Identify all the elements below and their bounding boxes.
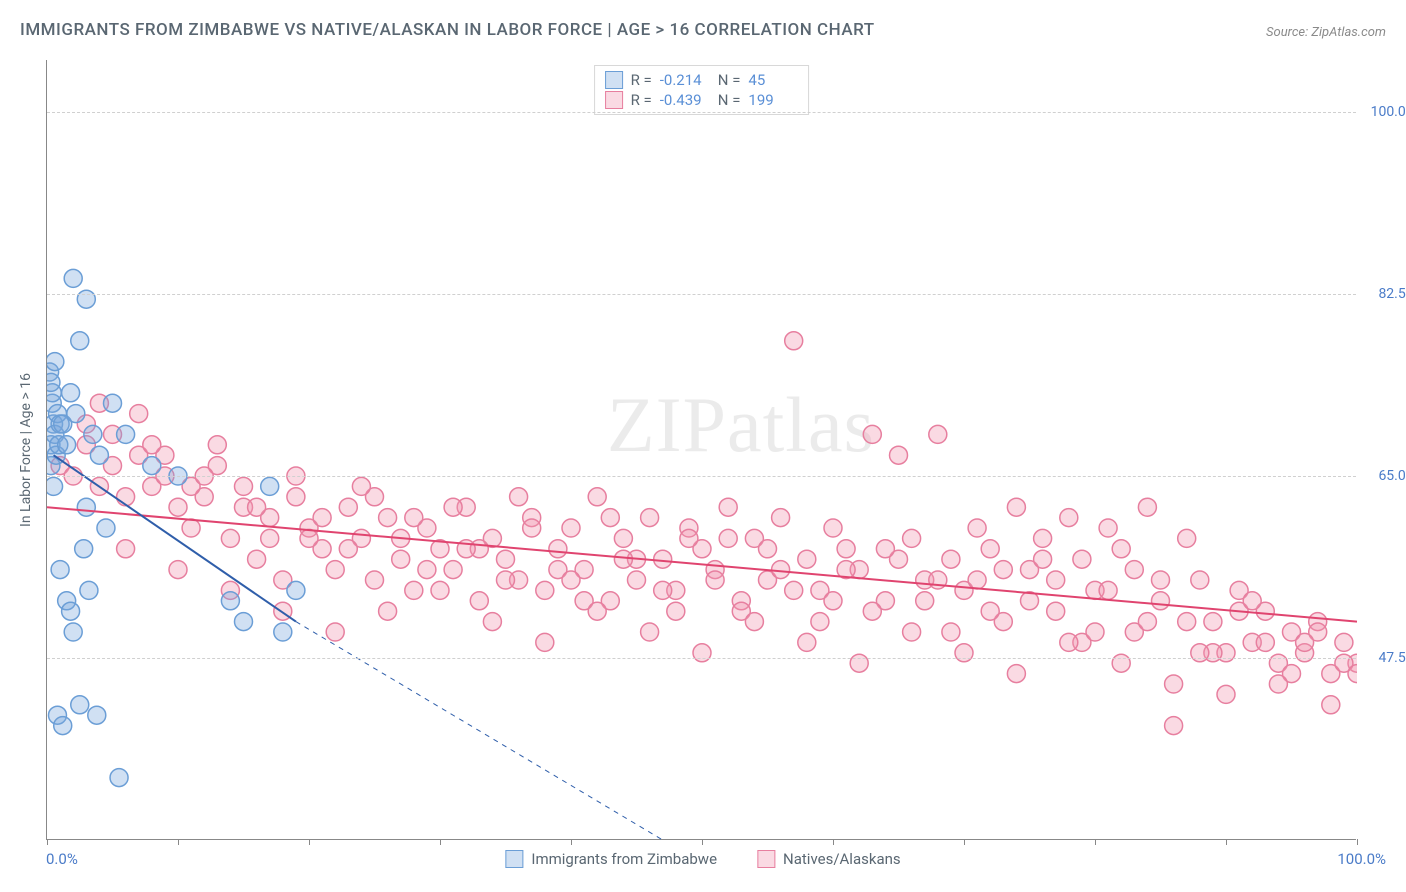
gridline-h (47, 476, 1356, 477)
legend-label-blue: Immigrants from Zimbabwe (531, 850, 717, 868)
scatter-svg (47, 60, 1357, 840)
x-axis-max-label: 100.0% (1337, 850, 1386, 868)
y-tick-label: 100.0% (1371, 104, 1406, 120)
x-tick (178, 839, 179, 845)
n-value-pink: 199 (748, 91, 798, 109)
watermark: ZIPatlas (607, 380, 875, 470)
stats-legend: R = -0.214 N = 45 R = -0.439 N = 199 (594, 65, 810, 115)
y-tick-label: 65.0% (1378, 468, 1406, 484)
x-tick (1226, 839, 1227, 845)
source-attribution: Source: ZipAtlas.com (1266, 25, 1386, 40)
x-tick (440, 839, 441, 845)
legend-swatch-pink (757, 850, 775, 868)
n-label-pink: N = (718, 91, 741, 109)
n-label-blue: N = (718, 71, 741, 89)
x-tick (1095, 839, 1096, 845)
x-axis-min-label: 0.0% (46, 850, 78, 868)
legend-label-pink: Natives/Alaskans (783, 850, 901, 868)
x-tick (47, 839, 48, 845)
legend-swatch-blue (505, 850, 523, 868)
r-value-blue: -0.214 (660, 71, 710, 89)
x-tick (571, 839, 572, 845)
x-tick (1357, 839, 1358, 845)
x-tick (833, 839, 834, 845)
legend-item-blue: Immigrants from Zimbabwe (505, 850, 717, 868)
swatch-pink (605, 91, 623, 109)
stats-row-blue: R = -0.214 N = 45 (605, 70, 799, 90)
chart-title: IMMIGRANTS FROM ZIMBABWE VS NATIVE/ALASK… (20, 20, 875, 40)
gridline-h (47, 658, 1356, 659)
series-legend: Immigrants from Zimbabwe Natives/Alaskan… (505, 850, 900, 868)
y-axis-title: In Labor Force | Age > 16 (18, 373, 34, 527)
r-label-pink: R = (631, 91, 652, 109)
r-label-blue: R = (631, 71, 652, 89)
x-tick (309, 839, 310, 845)
x-tick (964, 839, 965, 845)
y-tick-label: 82.5% (1378, 286, 1406, 302)
legend-item-pink: Natives/Alaskans (757, 850, 901, 868)
y-tick-label: 47.5% (1378, 650, 1406, 666)
n-value-blue: 45 (748, 71, 798, 89)
gridline-h (47, 294, 1356, 295)
plot-area: ZIPatlas R = -0.214 N = 45 R = -0.439 N … (47, 60, 1356, 839)
swatch-blue (605, 71, 623, 89)
stats-row-pink: R = -0.439 N = 199 (605, 90, 799, 110)
x-tick (702, 839, 703, 845)
r-value-pink: -0.439 (660, 91, 710, 109)
plot-frame: ZIPatlas R = -0.214 N = 45 R = -0.439 N … (46, 60, 1356, 840)
gridline-h (47, 112, 1356, 113)
